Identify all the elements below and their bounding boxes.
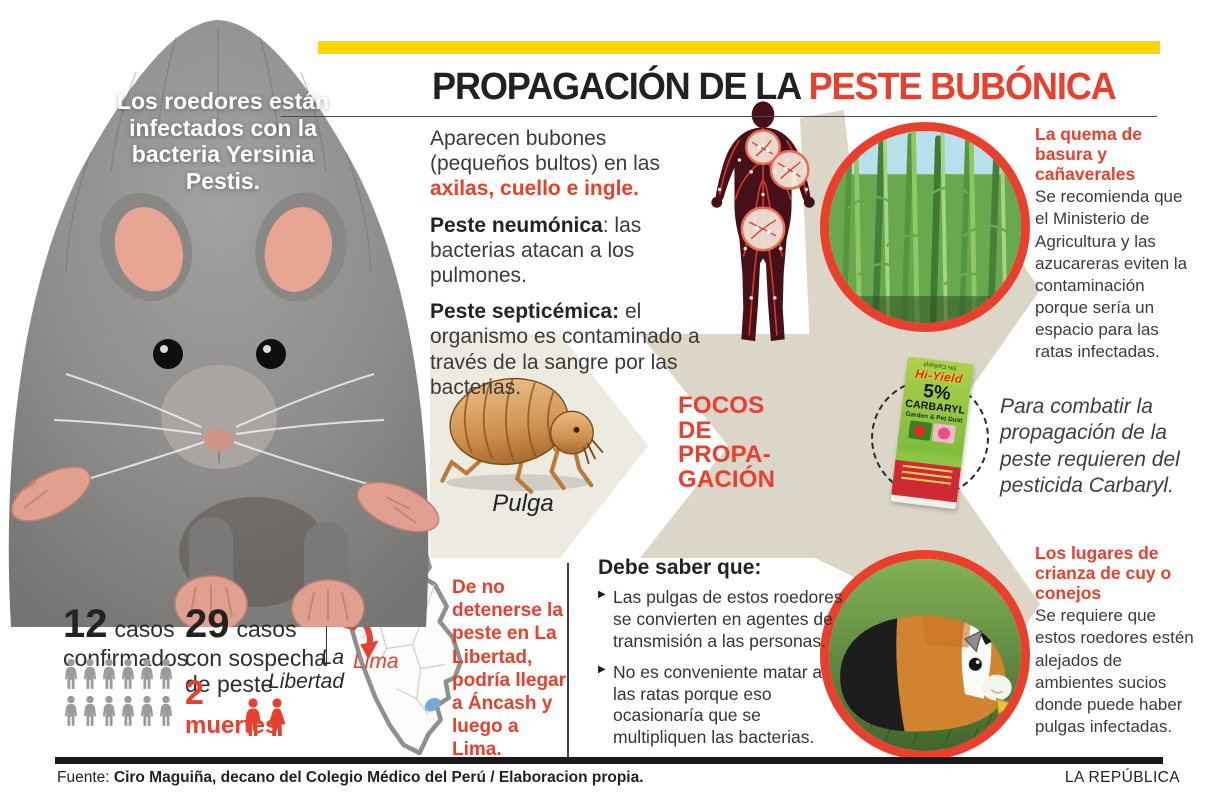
person-icon	[267, 696, 287, 740]
focos-label: FOCOS DE PROPA- GACIÓN	[678, 392, 776, 493]
person-icon	[101, 658, 117, 691]
person-icon	[82, 695, 98, 728]
suspected-value: 29	[185, 602, 230, 646]
symptom-septicemica: Peste septicémica: el organismo es conta…	[430, 300, 700, 399]
rat-whiskers	[53, 373, 385, 485]
person-icon	[158, 658, 174, 691]
symptoms-text: Aparecen bubones (pequeños bultos) en la…	[430, 126, 710, 411]
deaths-label: muertes	[185, 712, 279, 739]
burning-body: Se recomienda que el Ministerio de Agric…	[1035, 187, 1188, 362]
sugarcane-photo-circle	[820, 122, 1030, 332]
bag-tomato-image	[908, 419, 933, 441]
spread-arrowhead	[360, 640, 379, 660]
white-chevron	[560, 334, 728, 558]
flea-caption: Pulga	[492, 490, 554, 517]
person-icon	[139, 658, 155, 691]
yellow-accent-bar	[318, 41, 1160, 54]
symptom-neumonica: Peste neumónica: las bacterias atacan a …	[430, 213, 642, 287]
publication-brand: LA REPÚBLICA	[1064, 769, 1180, 786]
bag-red-footer	[890, 459, 961, 510]
guinea-pig-muzzle	[981, 674, 1012, 701]
flea-eye	[573, 426, 580, 433]
rat-illustration	[8, 20, 440, 627]
know-heading: Debe saber que:	[598, 556, 762, 579]
symptom-bubones: Aparecen bubones (pequeños bultos) en la…	[430, 127, 660, 201]
source-line: Fuente: Ciro Maguiña, decano del Colegio…	[57, 769, 644, 786]
confirmed-pictograms	[63, 658, 177, 728]
bubo-highlight-circles	[740, 129, 810, 252]
know-box: Debe saber que: Las pulgas de estos roed…	[598, 556, 846, 758]
title-rule	[281, 116, 1157, 117]
cuy-body: Se requiere que estos roedores estén ale…	[1035, 606, 1194, 736]
cuy-text-block: Los lugares de crianza de cuy o conejos …	[1035, 543, 1200, 738]
burning-text-block: La quema de basura y cañaverales Se reco…	[1035, 124, 1200, 363]
burning-heading: La quema de basura y cañaverales	[1035, 124, 1142, 185]
know-bullet: Las pulgas de estos roedores se conviert…	[598, 587, 846, 653]
map-leader-line	[326, 626, 327, 666]
guinea-pig-eye	[968, 657, 982, 671]
rat-ear-right	[255, 192, 347, 302]
fur-streaks	[65, 27, 372, 273]
title-prefix: PROPAGACIÓN DE LA	[432, 66, 809, 108]
person-icon	[139, 695, 155, 728]
rat-nose	[204, 429, 234, 451]
title-highlight: PESTE BUBÓNICA	[808, 66, 1117, 108]
sugarcane-illustration	[829, 131, 1021, 323]
rat-eye-left	[153, 339, 183, 369]
footer-bar	[55, 757, 1163, 764]
rat-muzzle	[161, 365, 277, 469]
page-title: PROPAGACIÓN DE LA PESTE BUBÓNICA	[432, 66, 1117, 109]
person-icon	[243, 696, 263, 740]
lake-region	[424, 697, 441, 712]
suspected-cases-stat: 29 casos con sospecha de peste	[185, 602, 327, 698]
person-icon	[82, 658, 98, 691]
map-warning-text: De no detenerse la peste en La Libertad,…	[452, 577, 567, 761]
rat-eye-right	[256, 339, 286, 369]
bag-rose-image	[932, 422, 957, 444]
vertical-divider	[567, 563, 569, 757]
human-body-figure	[711, 101, 815, 342]
person-icon	[63, 695, 79, 728]
rat-ear-left	[99, 192, 193, 302]
map-label-lima: Lima	[353, 650, 399, 673]
guinea-pig-ear	[963, 629, 983, 653]
person-icon	[158, 695, 174, 728]
know-bullet: No es conveniente matar a las ratas porq…	[598, 662, 846, 750]
deaths-pictograms	[243, 696, 287, 740]
person-icon	[120, 695, 136, 728]
food-piece	[995, 697, 1018, 715]
cuy-heading: Los lugares de crianza de cuy o conejos	[1035, 543, 1172, 604]
flea-illustration	[440, 377, 604, 494]
map-label-la-libertad: La Libertad	[268, 646, 344, 693]
person-icon	[63, 658, 79, 691]
flea-segments	[463, 378, 557, 463]
split-arrow-band	[565, 242, 1040, 652]
guinea-pig-illustration	[829, 559, 1021, 751]
guinea-pig-photo-circle	[820, 550, 1030, 760]
confirmed-value: 12	[63, 602, 108, 646]
rat-note: Los roedores están infectados con la bac…	[116, 88, 330, 195]
deaths-value: 2	[185, 674, 204, 712]
person-icon	[101, 695, 117, 728]
person-icon	[120, 658, 136, 691]
pesticide-note: Para combatir la propagación de la peste…	[1000, 395, 1180, 497]
confirmed-cases-stat: 12 casos confirmados	[63, 602, 189, 671]
